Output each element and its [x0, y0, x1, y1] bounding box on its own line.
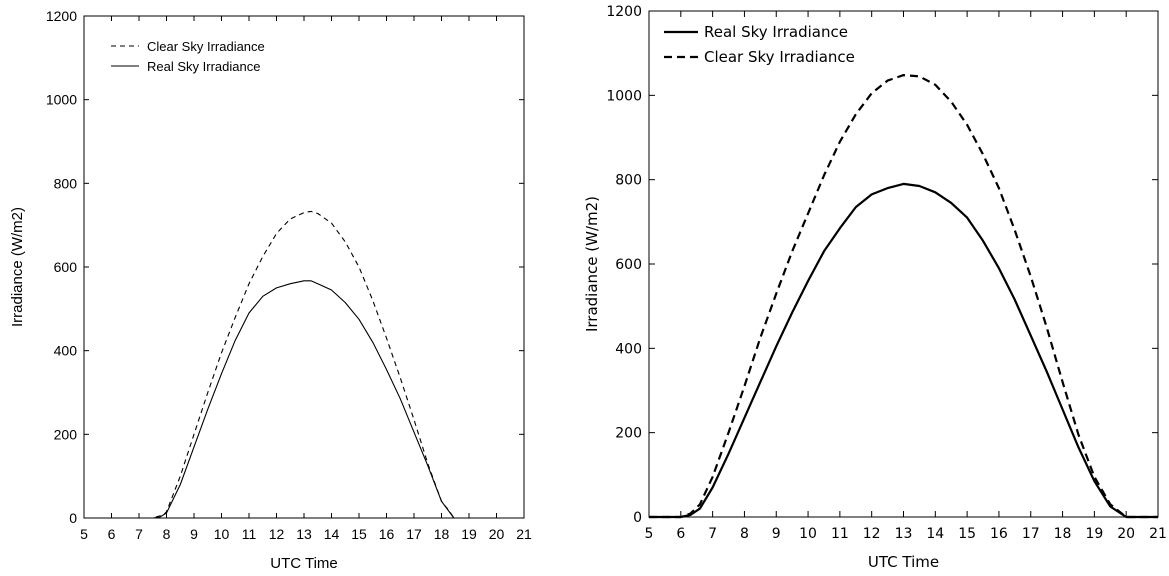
x-tick-label: 6: [676, 526, 685, 542]
x-tick-label: 19: [461, 526, 477, 542]
x-tick-label: 14: [324, 526, 340, 542]
x-tick-label: 10: [214, 526, 230, 542]
x-tick-label: 9: [772, 526, 781, 542]
x-tick-label: 21: [516, 526, 532, 542]
series-line-clear-sky: [649, 74, 1158, 519]
x-tick-label: 14: [926, 526, 944, 542]
y-tick-label: 200: [54, 426, 78, 442]
x-tick-label: 16: [379, 526, 395, 542]
y-tick-label: 600: [54, 259, 78, 275]
y-tick-label: 400: [615, 341, 642, 357]
x-tick-label: 20: [1117, 526, 1135, 542]
x-tick-label: 15: [958, 526, 976, 542]
x-tick-label: 10: [799, 526, 817, 542]
x-tick-label: 12: [863, 526, 881, 542]
y-tick-label: 800: [615, 173, 642, 189]
x-tick-label: 7: [708, 526, 717, 542]
chart-right: 5 6 7 8 9 10 11 12 13 14 15 16 17 18 19 20 21 0 200 400 600 8…: [583, 4, 1167, 571]
x-tick-label: 16: [990, 526, 1008, 542]
y-tick-label: 1200: [606, 4, 642, 20]
chart-left: 5 6 7 8 9 10 11 12 13 14 15 16 17 18 19 20 21 0 200 400 600 8…: [9, 8, 532, 572]
series-line-real-sky: [84, 280, 524, 519]
y-tick-label: 600: [615, 257, 642, 273]
y-tick-label: 800: [54, 175, 78, 191]
y-tick-label: 0: [633, 510, 642, 526]
y-tick-label: 200: [615, 426, 642, 442]
x-axis-title: UTC Time: [270, 555, 338, 572]
x-tick-label: 9: [190, 526, 198, 542]
y-tick-label: 1000: [46, 92, 77, 108]
x-tick-label: 20: [489, 526, 505, 542]
y-tick-label: 1200: [46, 8, 77, 24]
plot-frame: [83, 15, 525, 519]
legend-label: Real Sky Irradiance: [704, 23, 848, 41]
x-tick-label: 15: [351, 526, 367, 542]
x-axis-title: UTC Time: [868, 553, 939, 571]
x-tick-label: 11: [242, 526, 257, 542]
y-tick-label: 400: [54, 343, 78, 359]
x-tick-label: 21: [1149, 526, 1167, 542]
series-line-real-sky: [649, 182, 1158, 519]
y-tick-label: 0: [69, 510, 77, 526]
y-tick-label: 1000: [606, 88, 642, 104]
x-tick-label: 6: [108, 526, 116, 542]
x-tick-label: 8: [740, 526, 749, 542]
legend-label: Clear Sky Irradiance: [704, 48, 855, 66]
x-tick-label: 13: [296, 526, 312, 542]
x-tick-label: 17: [1022, 526, 1040, 542]
x-tick-label: 17: [406, 526, 422, 542]
x-tick-label: 12: [269, 526, 285, 542]
y-axis-title: Irradiance (W/m2): [583, 196, 601, 332]
series-line-clear-sky: [84, 210, 524, 519]
x-tick-label: 11: [831, 526, 849, 542]
x-tick-label: 18: [1054, 526, 1072, 542]
y-axis-title: Irradiance (W/m2): [9, 207, 26, 327]
x-tick-label: 19: [1085, 526, 1103, 542]
x-tick-label: 7: [135, 526, 143, 542]
x-tick-label: 18: [434, 526, 450, 542]
legend-label: Clear Sky Irradiance: [147, 39, 265, 54]
x-tick-label: 8: [163, 526, 171, 542]
x-tick-label: 5: [80, 526, 88, 542]
x-tick-label: 5: [645, 526, 654, 542]
legend-label: Real Sky Irradiance: [147, 59, 260, 74]
x-tick-label: 13: [895, 526, 913, 542]
